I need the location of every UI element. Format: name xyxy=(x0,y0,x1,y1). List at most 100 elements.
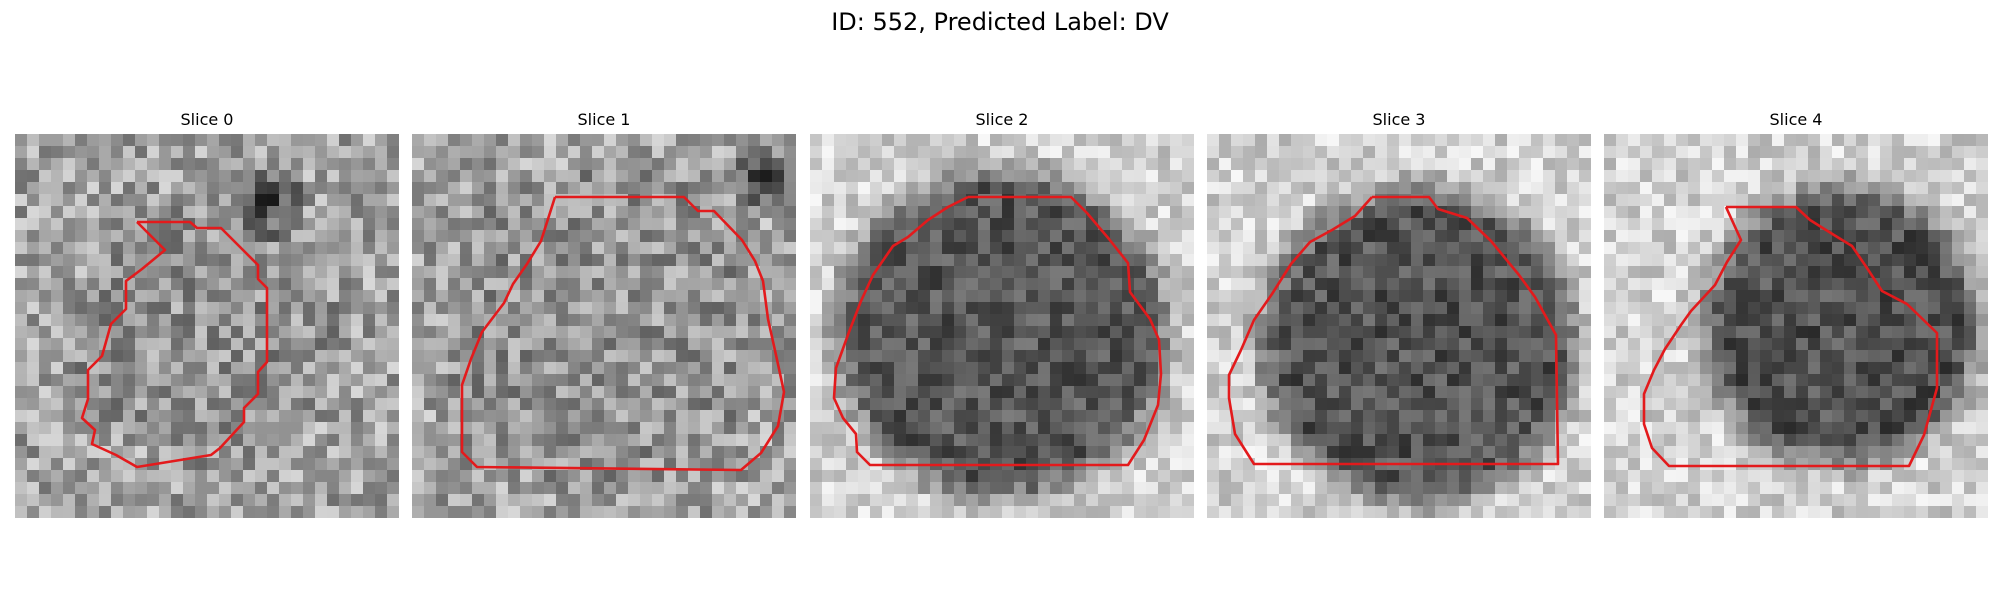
image-pixel xyxy=(508,410,521,423)
image-pixel xyxy=(1531,134,1544,147)
image-pixel xyxy=(303,194,316,207)
image-pixel xyxy=(858,374,871,387)
image-pixel xyxy=(580,362,593,375)
image-pixel xyxy=(580,206,593,219)
image-pixel xyxy=(315,326,328,339)
image-pixel xyxy=(652,326,665,339)
image-pixel xyxy=(147,446,160,459)
image-pixel xyxy=(207,242,220,255)
image-pixel xyxy=(39,362,52,375)
image-pixel xyxy=(472,218,485,231)
image-pixel xyxy=(99,158,112,171)
image-pixel xyxy=(1916,146,1929,159)
image-pixel xyxy=(267,326,280,339)
image-pixel xyxy=(1315,326,1328,339)
image-pixel xyxy=(279,362,292,375)
image-pixel xyxy=(255,350,268,363)
image-pixel xyxy=(1940,266,1953,279)
image-pixel xyxy=(748,170,761,183)
image-pixel xyxy=(1158,242,1171,255)
image-pixel xyxy=(604,158,617,171)
image-pixel xyxy=(1050,266,1063,279)
image-pixel xyxy=(1026,146,1039,159)
image-pixel xyxy=(652,134,665,147)
image-pixel xyxy=(1014,314,1027,327)
image-pixel xyxy=(1820,386,1833,399)
image-pixel xyxy=(906,374,919,387)
image-pixel xyxy=(1844,302,1857,315)
image-pixel xyxy=(1459,470,1472,483)
image-pixel xyxy=(760,422,773,435)
image-pixel xyxy=(712,302,725,315)
image-pixel xyxy=(1399,290,1412,303)
image-pixel xyxy=(1074,338,1087,351)
image-pixel xyxy=(363,134,376,147)
image-pixel xyxy=(183,194,196,207)
image-pixel xyxy=(1122,194,1135,207)
image-pixel xyxy=(748,158,761,171)
image-pixel xyxy=(387,446,399,459)
image-pixel xyxy=(1519,350,1532,363)
image-pixel xyxy=(1255,158,1268,171)
image-pixel xyxy=(1110,182,1123,195)
image-pixel xyxy=(1231,134,1244,147)
image-pixel xyxy=(1736,182,1749,195)
image-pixel xyxy=(75,266,88,279)
image-pixel xyxy=(279,230,292,243)
image-pixel xyxy=(1231,278,1244,291)
image-pixel xyxy=(978,434,991,447)
image-pixel xyxy=(1832,134,1845,147)
image-pixel xyxy=(87,170,100,183)
image-pixel xyxy=(327,434,340,447)
image-pixel xyxy=(1158,218,1171,231)
image-pixel xyxy=(1279,170,1292,183)
image-pixel xyxy=(1904,398,1917,411)
image-pixel xyxy=(676,338,689,351)
image-pixel xyxy=(1700,374,1713,387)
image-pixel xyxy=(291,434,304,447)
image-pixel xyxy=(1026,278,1039,291)
image-pixel xyxy=(616,206,629,219)
image-pixel xyxy=(279,410,292,423)
image-pixel xyxy=(1098,506,1111,518)
image-pixel xyxy=(1170,482,1183,495)
image-pixel xyxy=(1423,290,1436,303)
image-pixel xyxy=(1688,326,1701,339)
image-pixel xyxy=(448,482,461,495)
image-pixel xyxy=(1110,146,1123,159)
image-pixel xyxy=(870,146,883,159)
image-pixel xyxy=(664,146,677,159)
image-pixel xyxy=(1098,266,1111,279)
image-pixel xyxy=(1507,482,1520,495)
image-pixel xyxy=(279,482,292,495)
image-pixel xyxy=(1303,374,1316,387)
image-pixel xyxy=(1098,350,1111,363)
image-pixel xyxy=(1363,338,1376,351)
image-pixel xyxy=(1387,170,1400,183)
image-pixel xyxy=(1844,374,1857,387)
image-pixel xyxy=(616,230,629,243)
image-pixel xyxy=(375,278,388,291)
image-pixel xyxy=(772,470,785,483)
image-pixel xyxy=(135,338,148,351)
image-pixel xyxy=(1724,458,1737,471)
image-pixel xyxy=(1555,206,1568,219)
image-pixel xyxy=(363,206,376,219)
image-pixel xyxy=(1110,254,1123,267)
image-pixel xyxy=(496,506,509,518)
image-pixel xyxy=(676,230,689,243)
image-pixel xyxy=(1098,434,1111,447)
image-pixel xyxy=(195,494,208,507)
image-pixel xyxy=(616,362,629,375)
image-pixel xyxy=(219,446,232,459)
image-pixel xyxy=(27,134,40,147)
image-pixel xyxy=(1122,218,1135,231)
image-pixel xyxy=(363,410,376,423)
image-pixel xyxy=(39,506,52,518)
image-pixel xyxy=(27,242,40,255)
image-pixel xyxy=(1255,410,1268,423)
image-pixel xyxy=(375,470,388,483)
image-pixel xyxy=(1291,482,1304,495)
image-pixel xyxy=(1856,206,1869,219)
image-pixel xyxy=(279,422,292,435)
